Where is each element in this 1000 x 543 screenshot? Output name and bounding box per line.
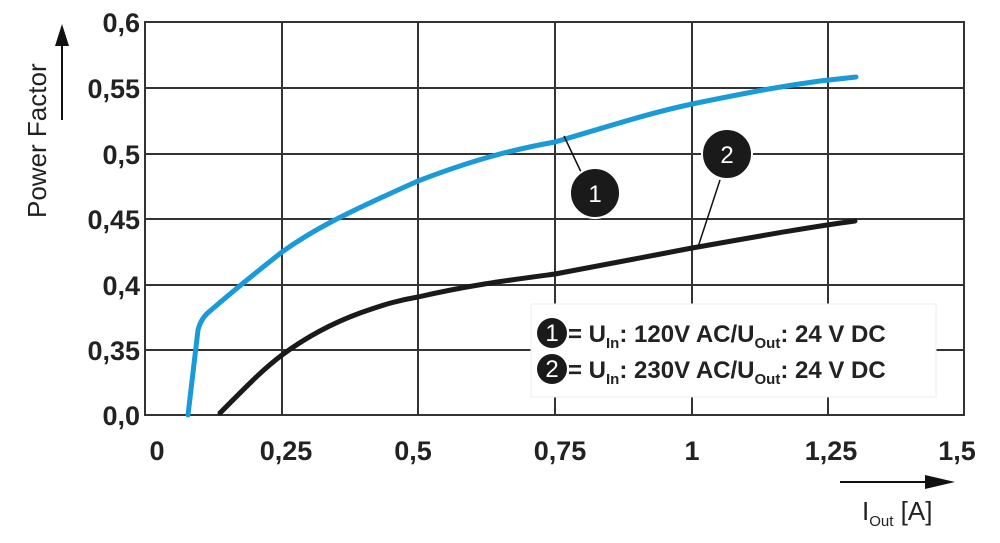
x-tick: 1 <box>684 436 699 466</box>
x-axis-label: IOut [A] <box>862 496 932 530</box>
callout-1-badge-icon <box>569 167 621 219</box>
x-tick: 0,5 <box>394 436 432 466</box>
legend-item-2: 2 = UIn: 230V AC/UOut: 24 V DC <box>537 354 886 388</box>
svg-text:= UIn: 230V AC/UOut: 24 V DC: = UIn: 230V AC/UOut: 24 V DC <box>568 357 886 388</box>
callout-1: 1 <box>563 135 621 219</box>
y-arrowhead-icon <box>55 24 69 46</box>
y-tick-labels: 0,6 0,55 0,5 0,45 0,4 0,35 0,0 <box>87 8 140 431</box>
x-axis-title: IOut [A] <box>840 475 955 530</box>
callout-2-badge-icon <box>701 128 753 180</box>
y-tick: 0,4 <box>102 271 140 301</box>
svg-text:1: 1 <box>545 320 558 347</box>
series-1-line <box>185 74 859 418</box>
callout-2: 2 <box>697 128 753 248</box>
legend-2-badge-icon <box>537 354 567 384</box>
y-tick: 0,35 <box>87 336 140 366</box>
y-tick: 0,6 <box>102 8 140 38</box>
legend-item-1: 1 = UIn: 120V AC/UOut: 24 V DC <box>537 318 886 352</box>
x-arrowhead-icon <box>925 475 955 489</box>
callout-2-number: 2 <box>720 142 733 169</box>
legend: 1 = UIn: 120V AC/UOut: 24 V DC 2 = UIn: … <box>530 303 937 398</box>
callout-1-number: 1 <box>588 181 601 208</box>
series-2-line <box>217 218 858 416</box>
x-tick: 0 <box>149 436 164 466</box>
x-tick: 1,25 <box>805 436 858 466</box>
svg-text:= UIn: 120V AC/UOut: 24 V DC: = UIn: 120V AC/UOut: 24 V DC <box>568 321 886 352</box>
y-tick: 0,0 <box>102 401 140 431</box>
svg-text:2: 2 <box>545 356 558 383</box>
y-axis-title: Power Factor <box>22 24 69 218</box>
x-tick: 0,75 <box>534 436 587 466</box>
y-tick: 0,5 <box>102 140 140 170</box>
y-tick: 0,55 <box>87 74 140 104</box>
x-tick: 0,25 <box>260 436 313 466</box>
y-axis-label: Power Factor <box>22 63 52 218</box>
x-tick-labels: 0 0,25 0,5 0,75 1 1,25 1,5 <box>149 436 975 466</box>
x-tick: 1,5 <box>938 436 976 466</box>
y-tick: 0,45 <box>87 205 140 235</box>
legend-1-badge-icon <box>537 318 567 348</box>
